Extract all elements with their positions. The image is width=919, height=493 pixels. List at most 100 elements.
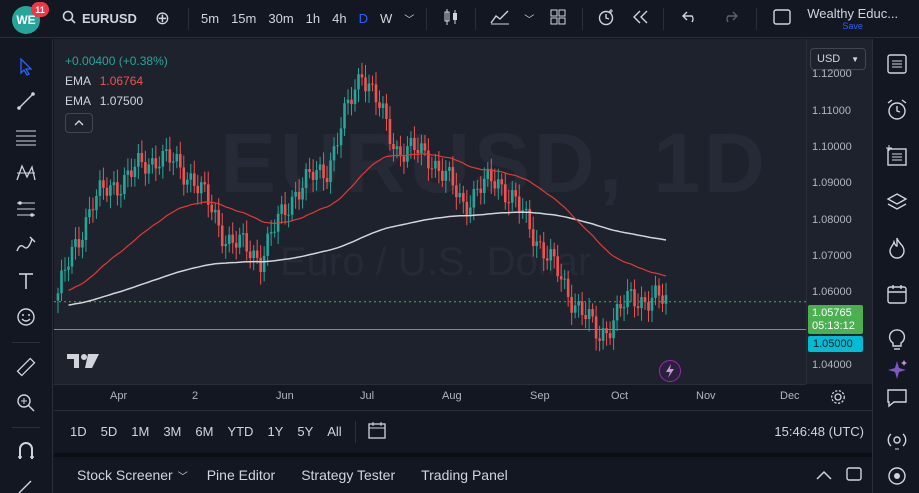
magnet-icon[interactable]: [14, 439, 38, 463]
brush-icon[interactable]: [14, 233, 38, 257]
range-1y[interactable]: 1Y: [267, 424, 284, 439]
save-button[interactable]: Save: [842, 21, 863, 31]
clock[interactable]: 15:46:48 (UTC): [774, 424, 864, 439]
candle-body: [273, 231, 276, 233]
alert-clock-icon[interactable]: [589, 8, 623, 29]
currency-select[interactable]: USD ▼: [810, 48, 866, 70]
candle-body: [95, 195, 98, 211]
candle-body: [360, 74, 364, 78]
broadcast-icon[interactable]: [884, 427, 910, 453]
bottom-panel-bar: Stock Screener ﹀ Pine Editor Strategy Te…: [54, 453, 872, 493]
interval-5m[interactable]: 5m: [201, 11, 220, 26]
tab-stock-screener[interactable]: Stock Screener: [77, 467, 173, 483]
interval-w[interactable]: W: [379, 11, 393, 26]
replay-icon[interactable]: [623, 10, 657, 27]
candle-body: [189, 173, 193, 180]
time-tick: Sep: [530, 390, 550, 402]
candle-body: [552, 249, 556, 257]
date-range-icon[interactable]: [362, 421, 392, 442]
range-3m[interactable]: 3M: [163, 424, 182, 439]
interval-1h[interactable]: 1h: [305, 11, 321, 26]
fib-icon[interactable]: [14, 197, 38, 221]
ema-slow-legend[interactable]: EMA 1.07500: [65, 91, 168, 111]
time-axis[interactable]: [54, 384, 806, 409]
help-icon[interactable]: [884, 463, 910, 489]
range-5d[interactable]: 5D: [100, 424, 118, 439]
candles-icon[interactable]: [433, 8, 469, 29]
sparkle-icon[interactable]: [884, 357, 910, 383]
lock-drawing-icon[interactable]: [14, 475, 38, 493]
candle-body: [545, 258, 549, 261]
redo-icon[interactable]: [710, 11, 750, 26]
tradingview-logo[interactable]: [66, 352, 100, 373]
range-5y[interactable]: 5Y: [297, 424, 314, 439]
candle-body: [469, 207, 472, 215]
chevron-up-icon[interactable]: [816, 468, 832, 483]
trendline-icon[interactable]: [14, 89, 38, 113]
tab-pine-editor[interactable]: Pine Editor: [206, 467, 276, 483]
tab-strategy-tester[interactable]: Strategy Tester: [301, 467, 396, 483]
emoji-icon[interactable]: [14, 305, 38, 329]
candle-body: [259, 257, 262, 273]
range-6m[interactable]: 6M: [195, 424, 214, 439]
layers-icon[interactable]: [884, 189, 910, 215]
pattern-icon[interactable]: [14, 161, 38, 185]
tab-trading-panel[interactable]: Trading Panel: [421, 467, 508, 483]
collapse-legend-button[interactable]: [65, 113, 93, 133]
candle-body: [430, 168, 434, 170]
news-icon[interactable]: [884, 143, 910, 169]
ema-fast-label: EMA: [65, 74, 91, 88]
layouts-icon[interactable]: [540, 9, 576, 28]
horizontal-lines-icon[interactable]: [14, 125, 38, 149]
ema-fast-legend[interactable]: EMA 1.06764: [65, 71, 168, 91]
range-all[interactable]: All: [327, 424, 342, 439]
lightning-icon[interactable]: [659, 360, 681, 382]
range-ytd[interactable]: YTD: [227, 424, 254, 439]
account-menu[interactable]: Wealthy Educ... Save: [807, 6, 898, 31]
chart-settings-icon[interactable]: [830, 389, 846, 408]
candle-body: [612, 320, 615, 339]
text-icon[interactable]: [14, 269, 38, 293]
fullscreen-icon[interactable]: [763, 9, 801, 28]
watchlist-icon[interactable]: [884, 51, 910, 77]
interval-4h[interactable]: 4h: [332, 11, 347, 26]
interval-d[interactable]: D: [358, 11, 368, 26]
chevron-down-icon[interactable]: ﹀: [177, 471, 188, 483]
undo-icon[interactable]: [670, 11, 710, 26]
range-1m[interactable]: 1M: [131, 424, 150, 439]
time-tick: Dec: [780, 390, 800, 402]
symbol-name[interactable]: EURUSD: [82, 11, 137, 26]
candle-body: [528, 208, 532, 230]
lightbulb-icon[interactable]: [884, 327, 910, 353]
candle-body: [210, 204, 214, 213]
candle-body: [238, 234, 242, 248]
cursor-icon[interactable]: [14, 55, 38, 79]
candle-body: [137, 152, 140, 167]
maximize-panel-icon[interactable]: [846, 466, 862, 484]
chevron-down-icon[interactable]: ﹀: [524, 15, 535, 26]
candle-body: [151, 158, 154, 165]
line-price: 1.05000: [813, 338, 853, 350]
candle-body: [311, 171, 315, 180]
candle-body: [109, 185, 112, 196]
candle-body: [350, 99, 353, 105]
compare-add-icon[interactable]: ⊕: [154, 8, 170, 28]
zoom-in-icon[interactable]: [14, 391, 38, 415]
price-plot[interactable]: [54, 39, 806, 384]
range-1d[interactable]: 1D: [70, 424, 87, 439]
candle-body: [367, 83, 371, 92]
calendar-icon[interactable]: [884, 281, 910, 307]
price-axis[interactable]: [806, 39, 872, 384]
price-tick: 1.04000: [812, 358, 852, 371]
notification-badge: 11: [31, 2, 49, 17]
alarm-clock-icon[interactable]: [884, 97, 910, 123]
chat-icon[interactable]: [884, 385, 910, 411]
ruler-icon[interactable]: [14, 355, 38, 379]
candle-body: [406, 146, 409, 162]
indicators-icon[interactable]: [482, 9, 518, 28]
interval-30m[interactable]: 30m: [268, 11, 294, 26]
chevron-down-icon[interactable]: ﹀: [404, 15, 415, 26]
hotlist-flame-icon[interactable]: [884, 235, 910, 261]
interval-15m[interactable]: 15m: [231, 11, 257, 26]
search-icon[interactable]: [56, 10, 82, 27]
